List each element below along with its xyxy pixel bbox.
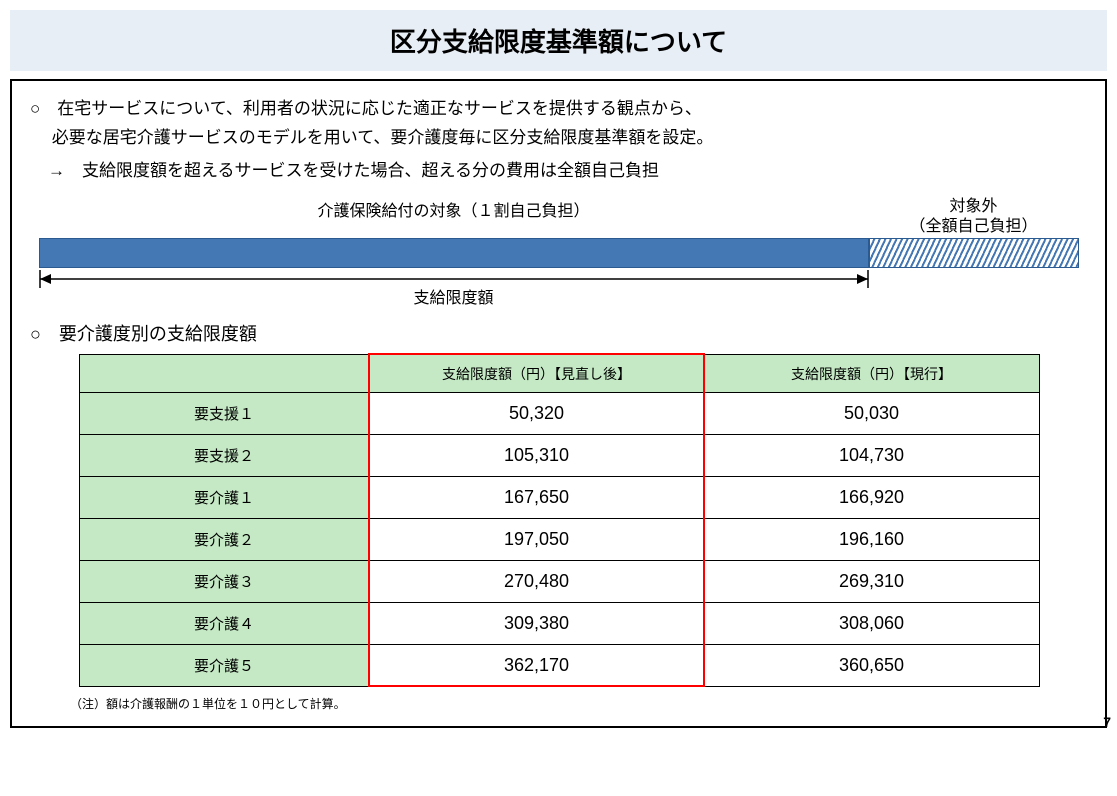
row-revised-value: 167,650 <box>369 477 704 519</box>
page-title: 区分支給限度基準額について <box>10 10 1107 71</box>
intro-line-1: ○ 在宅サービスについて、利用者の状況に応じた適正なサービスを提供する観点から、 <box>30 95 1087 122</box>
limit-table: 支給限度額（円）【見直し後】 支給限度額（円）【現行】 要支援１50,32050… <box>79 354 1040 687</box>
row-revised-value: 197,050 <box>369 519 704 561</box>
row-current-value: 166,920 <box>704 477 1039 519</box>
bar-label-excluded-top: 対象外 <box>949 198 997 215</box>
table-row: 要介護４309,380308,060 <box>79 603 1039 645</box>
row-current-value: 360,650 <box>704 645 1039 687</box>
table-row: 要支援２105,310104,730 <box>79 435 1039 477</box>
row-category: 要介護４ <box>79 603 369 645</box>
row-revised-value: 105,310 <box>369 435 704 477</box>
bar-excluded-segment <box>869 238 1079 268</box>
row-current-value: 269,310 <box>704 561 1039 603</box>
bar-bracket-label: 支給限度額 <box>39 284 869 308</box>
limit-table-wrapper: 支給限度額（円）【見直し後】 支給限度額（円）【現行】 要支援１50,32050… <box>79 354 1039 687</box>
row-category: 要支援２ <box>79 435 369 477</box>
intro-line-2: 必要な居宅介護サービスのモデルを用いて、要介護度毎に区分支給限度基準額を設定。 <box>30 124 1087 151</box>
bar-bracket: 支給限度額 <box>39 270 869 310</box>
row-category: 要介護５ <box>79 645 369 687</box>
row-revised-value: 309,380 <box>369 603 704 645</box>
intro-line-3: → 支給限度額を超えるサービスを受けた場合、超える分の費用は全額自己負担 <box>48 157 1087 184</box>
row-revised-value: 270,480 <box>369 561 704 603</box>
row-current-value: 104,730 <box>704 435 1039 477</box>
table-header-blank <box>79 355 369 393</box>
row-category: 要支援１ <box>79 393 369 435</box>
row-category: 要介護２ <box>79 519 369 561</box>
row-current-value: 308,060 <box>704 603 1039 645</box>
row-category: 要介護３ <box>79 561 369 603</box>
table-row: 要介護１167,650166,920 <box>79 477 1039 519</box>
table-header-current: 支給限度額（円）【現行】 <box>704 355 1039 393</box>
table-row: 要介護２197,050196,160 <box>79 519 1039 561</box>
intro-text: ○ 在宅サービスについて、利用者の状況に応じた適正なサービスを提供する観点から、… <box>30 95 1087 185</box>
table-header-revised: 支給限度額（円）【見直し後】 <box>369 355 704 393</box>
footnote: （注）額は介護報酬の１単位を１０円として計算。 <box>70 695 1087 712</box>
row-current-value: 196,160 <box>704 519 1039 561</box>
main-frame: ○ 在宅サービスについて、利用者の状況に応じた適正なサービスを提供する観点から、… <box>10 79 1107 728</box>
row-revised-value: 50,320 <box>369 393 704 435</box>
row-revised-value: 362,170 <box>369 645 704 687</box>
coverage-bar-diagram: 介護保険給付の対象（１割自己負担） 対象外 （全額自己負担） 支給限度額 <box>39 197 1079 311</box>
bar-label-excluded-bottom: （全額自己負担） <box>909 218 1037 235</box>
table-row: 要介護５362,170360,650 <box>79 645 1039 687</box>
row-current-value: 50,030 <box>704 393 1039 435</box>
table-row: 要支援１50,32050,030 <box>79 393 1039 435</box>
bar-covered-segment <box>39 238 869 268</box>
row-category: 要介護１ <box>79 477 369 519</box>
bar-label-excluded: 対象外 （全額自己負担） <box>869 197 1079 239</box>
bar-label-covered: 介護保険給付の対象（１割自己負担） <box>39 197 869 239</box>
table-header-row: 支給限度額（円）【見直し後】 支給限度額（円）【現行】 <box>79 355 1039 393</box>
page-number: 7 <box>1103 714 1111 730</box>
table-section-label: ○ 要介護度別の支給限度額 <box>30 320 1087 346</box>
table-row: 要介護３270,480269,310 <box>79 561 1039 603</box>
